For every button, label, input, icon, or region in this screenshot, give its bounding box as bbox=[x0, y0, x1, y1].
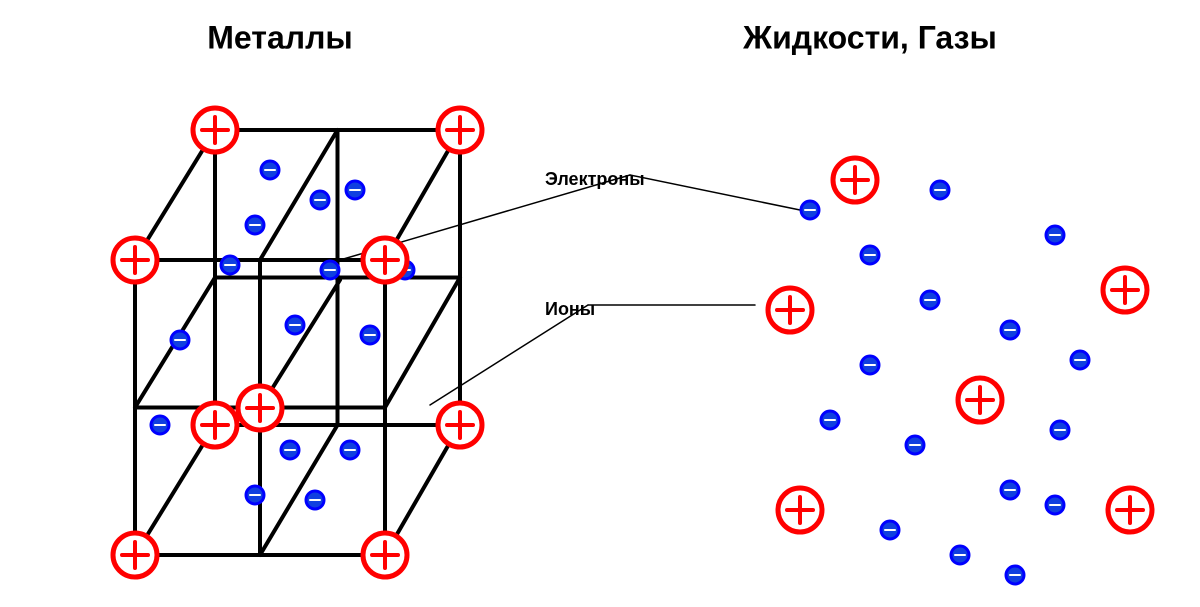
electron-icon bbox=[361, 326, 379, 344]
ion-icon bbox=[113, 533, 157, 577]
electron-icon bbox=[1046, 226, 1064, 244]
ion-icon bbox=[958, 378, 1002, 422]
electron-icon bbox=[1071, 351, 1089, 369]
electron-icon bbox=[171, 331, 189, 349]
electron-icon bbox=[861, 246, 879, 264]
electron-icon bbox=[801, 201, 819, 219]
electron-icon bbox=[281, 441, 299, 459]
electron-icon bbox=[306, 491, 324, 509]
ion-icon bbox=[768, 288, 812, 332]
electron-icon bbox=[861, 356, 879, 374]
ion-icon bbox=[778, 488, 822, 532]
ion-icon bbox=[363, 533, 407, 577]
ion-icon bbox=[833, 158, 877, 202]
electron-icon bbox=[1046, 496, 1064, 514]
electron-icon bbox=[951, 546, 969, 564]
label-ions: Ионы bbox=[545, 299, 595, 319]
background bbox=[0, 0, 1200, 607]
ion-icon bbox=[1103, 268, 1147, 312]
electron-icon bbox=[151, 416, 169, 434]
ion-icon bbox=[238, 386, 282, 430]
ion-icon bbox=[193, 108, 237, 152]
electron-icon bbox=[261, 161, 279, 179]
electron-icon bbox=[906, 436, 924, 454]
electron-icon bbox=[931, 181, 949, 199]
electron-icon bbox=[1001, 481, 1019, 499]
electron-icon bbox=[321, 261, 339, 279]
electron-icon bbox=[1051, 421, 1069, 439]
electron-icon bbox=[311, 191, 329, 209]
electron-icon bbox=[221, 256, 239, 274]
label-electrons: Электроны bbox=[545, 169, 645, 189]
electron-icon bbox=[1006, 566, 1024, 584]
electron-icon bbox=[1001, 321, 1019, 339]
electron-icon bbox=[346, 181, 364, 199]
electron-icon bbox=[286, 316, 304, 334]
ion-icon bbox=[1108, 488, 1152, 532]
electron-icon bbox=[881, 521, 899, 539]
title-right: Жидкости, Газы bbox=[742, 19, 997, 55]
electron-icon bbox=[821, 411, 839, 429]
electron-icon bbox=[341, 441, 359, 459]
electron-icon bbox=[246, 486, 264, 504]
electron-icon bbox=[246, 216, 264, 234]
ion-icon bbox=[193, 403, 237, 447]
ion-icon bbox=[438, 403, 482, 447]
title-left: Металлы bbox=[207, 19, 352, 55]
electron-icon bbox=[921, 291, 939, 309]
ion-icon bbox=[438, 108, 482, 152]
ion-icon bbox=[363, 238, 407, 282]
ion-icon bbox=[113, 238, 157, 282]
